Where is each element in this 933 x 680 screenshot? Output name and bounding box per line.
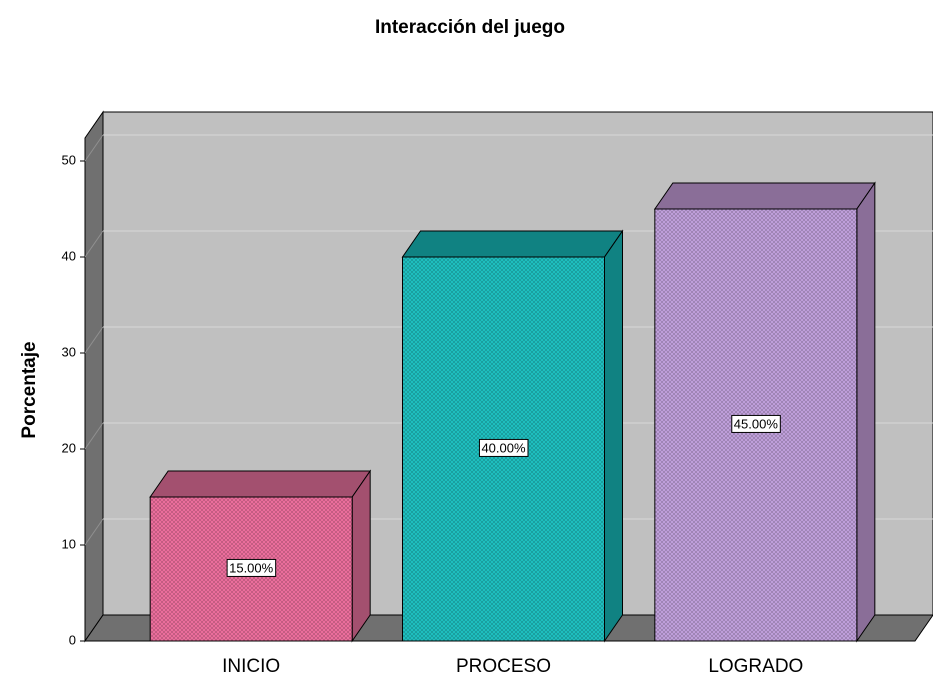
grid-line — [84, 518, 104, 546]
y-tick-label: 20 — [62, 440, 76, 455]
grid-line — [84, 326, 104, 354]
y-tick-label: 10 — [62, 536, 76, 551]
bar-top — [149, 470, 372, 498]
x-tick-label: INICIO — [222, 656, 280, 677]
chart-title: Interacción del juego — [375, 17, 565, 38]
value-label-box — [731, 414, 781, 433]
value-label: 15.00% — [229, 560, 274, 575]
value-label: 45.00% — [734, 416, 779, 431]
bar-top — [653, 182, 876, 210]
y-tick-label: 0 — [69, 632, 76, 647]
y-axis-label: Porcentaje — [19, 341, 40, 438]
left-wall — [84, 110, 104, 643]
y-tick-label: 30 — [62, 344, 76, 359]
grid-line — [84, 422, 104, 450]
bar-side — [351, 469, 371, 643]
bar-top — [401, 230, 624, 258]
grid-line — [84, 230, 104, 258]
value-label-box — [226, 558, 277, 577]
grid-line — [84, 134, 104, 162]
y-tick-label: 50 — [62, 152, 76, 167]
value-label: 40.00% — [481, 440, 526, 455]
bar-side — [856, 181, 876, 643]
y-tick-label: 40 — [62, 248, 76, 263]
bar-side — [604, 229, 623, 643]
bars: 15.00% 40.00% 45.00% — [149, 181, 876, 643]
value-label-box — [478, 438, 529, 457]
x-tick-label: LOGRADO — [708, 656, 803, 677]
x-tick-label: PROCESO — [456, 656, 551, 677]
